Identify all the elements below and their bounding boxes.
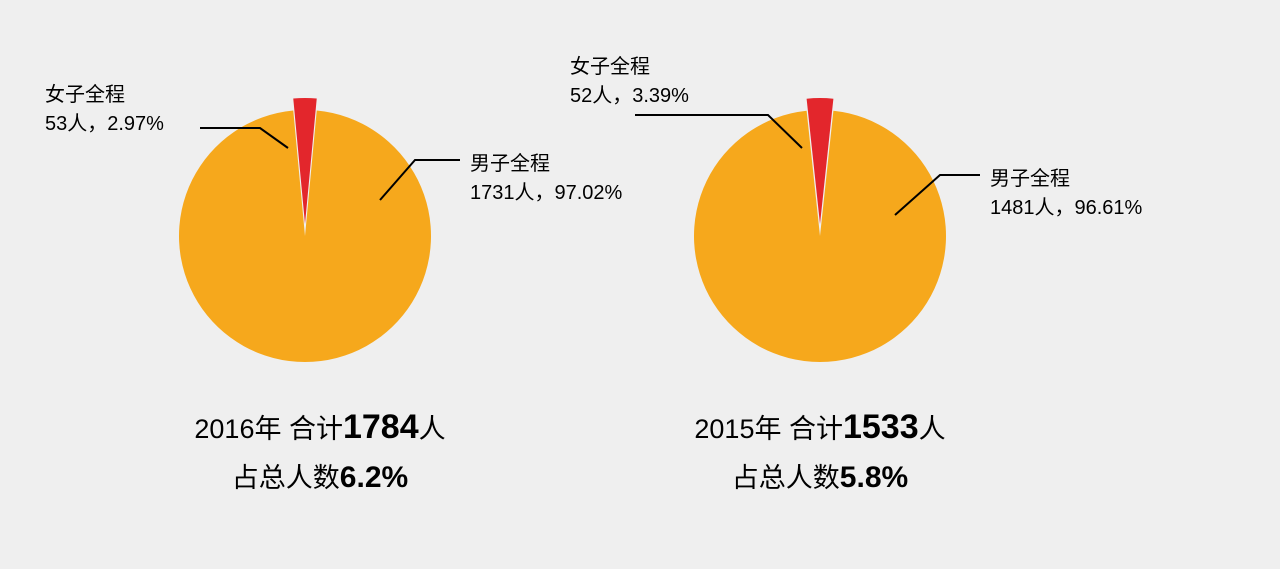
- caption-2015-total: 1533: [843, 408, 919, 446]
- caption-2015-line1-suffix: 人: [919, 414, 946, 444]
- chart-2015: 女子全程 52人，3.39% 男子全程 1481人，96.61% 2015年 合…: [520, 0, 1280, 569]
- caption-2016-share: 6.2%: [340, 461, 408, 494]
- caption-2015-line2-prefix: 占总人数: [732, 463, 840, 493]
- caption-2015-share: 5.8%: [840, 461, 908, 494]
- caption-2016-total: 1784: [343, 408, 419, 446]
- leader-2015-male: [520, 0, 1280, 400]
- caption-2016-line1-suffix: 人: [419, 414, 446, 444]
- caption-2015: 2015年 合计1533人 占总人数5.8%: [620, 400, 1020, 502]
- caption-2015-line1-prefix: 2015年 合计: [694, 414, 843, 444]
- caption-2016-line1-prefix: 2016年 合计: [194, 414, 343, 444]
- caption-2016-line2-prefix: 占总人数: [232, 463, 340, 493]
- caption-2016: 2016年 合计1784人 占总人数6.2%: [120, 400, 520, 502]
